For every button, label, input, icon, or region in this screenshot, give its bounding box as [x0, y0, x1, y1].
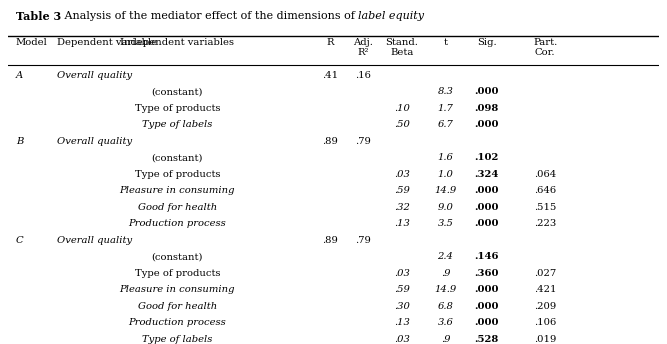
- Text: .41: .41: [322, 71, 338, 79]
- Text: Independent variables: Independent variables: [120, 38, 234, 47]
- Text: .324: .324: [474, 170, 499, 179]
- Text: Overall quality: Overall quality: [57, 137, 132, 146]
- Text: .000: .000: [474, 302, 499, 311]
- Text: Analysis of the mediator effect of the dimensions of: Analysis of the mediator effect of the d…: [61, 11, 358, 21]
- Text: R: R: [326, 38, 334, 47]
- Text: 9.0: 9.0: [438, 203, 454, 212]
- Text: .223: .223: [534, 219, 556, 228]
- Text: Type of products: Type of products: [135, 269, 220, 278]
- Text: .03: .03: [394, 170, 410, 179]
- Text: .000: .000: [474, 87, 499, 96]
- Text: .59: .59: [394, 285, 410, 294]
- Text: 8.3: 8.3: [438, 87, 454, 96]
- Text: 14.9: 14.9: [434, 186, 457, 195]
- Text: Model: Model: [16, 38, 47, 47]
- Text: Pleasure in consuming: Pleasure in consuming: [119, 285, 235, 294]
- Text: .13: .13: [394, 219, 410, 228]
- Text: .10: .10: [394, 104, 410, 112]
- Text: .000: .000: [474, 186, 499, 195]
- Text: .360: .360: [474, 269, 499, 278]
- Text: Adj.
R²: Adj. R²: [353, 38, 373, 57]
- Text: Good for health: Good for health: [137, 302, 217, 311]
- Text: Type of products: Type of products: [135, 104, 220, 112]
- Text: .515: .515: [534, 203, 556, 212]
- Text: .019: .019: [534, 335, 556, 344]
- Text: (constant): (constant): [151, 153, 203, 162]
- Text: .106: .106: [534, 318, 556, 327]
- Text: 2.4: 2.4: [438, 252, 454, 261]
- Text: .9: .9: [441, 335, 450, 344]
- Text: .102: .102: [474, 153, 499, 162]
- Text: B: B: [16, 137, 23, 146]
- Text: Stand.
Beta: Stand. Beta: [386, 38, 418, 57]
- Text: .79: .79: [355, 137, 371, 146]
- Text: 6.8: 6.8: [438, 302, 454, 311]
- Text: Pleasure in consuming: Pleasure in consuming: [119, 186, 235, 195]
- Text: Sig.: Sig.: [477, 38, 496, 47]
- Text: .421: .421: [534, 285, 556, 294]
- Text: .646: .646: [534, 186, 556, 195]
- Text: Type of products: Type of products: [135, 170, 220, 179]
- Text: Type of labels: Type of labels: [142, 335, 213, 344]
- Text: .59: .59: [394, 186, 410, 195]
- Text: 14.9: 14.9: [434, 285, 457, 294]
- Text: Good for health: Good for health: [137, 203, 217, 212]
- Text: .79: .79: [355, 236, 371, 245]
- Text: .9: .9: [441, 269, 450, 278]
- Text: .064: .064: [534, 170, 556, 179]
- Text: .000: .000: [474, 285, 499, 294]
- Text: C: C: [16, 236, 23, 245]
- Text: (constant): (constant): [151, 252, 203, 261]
- Text: .027: .027: [534, 269, 556, 278]
- Text: t: t: [444, 38, 448, 47]
- Text: .528: .528: [474, 335, 499, 344]
- Text: (constant): (constant): [151, 87, 203, 96]
- Text: 3.5: 3.5: [438, 219, 454, 228]
- Text: .146: .146: [474, 252, 499, 261]
- Text: .000: .000: [474, 219, 499, 228]
- Text: Overall quality: Overall quality: [57, 71, 132, 79]
- Text: 1.0: 1.0: [438, 170, 454, 179]
- Text: .30: .30: [394, 302, 410, 311]
- Text: 3.6: 3.6: [438, 318, 454, 327]
- Text: A: A: [16, 71, 23, 79]
- Text: Dependent variable: Dependent variable: [57, 38, 157, 47]
- Text: .209: .209: [534, 302, 556, 311]
- Text: .89: .89: [322, 137, 338, 146]
- Text: .03: .03: [394, 335, 410, 344]
- Text: .03: .03: [394, 269, 410, 278]
- Text: 6.7: 6.7: [438, 120, 454, 129]
- Text: 1.6: 1.6: [438, 153, 454, 162]
- Text: .000: .000: [474, 120, 499, 129]
- Text: .50: .50: [394, 120, 410, 129]
- Text: label equity: label equity: [358, 11, 424, 21]
- Text: Part.
Cor.: Part. Cor.: [533, 38, 557, 57]
- Text: Overall quality: Overall quality: [57, 236, 132, 245]
- Text: Type of labels: Type of labels: [142, 120, 213, 129]
- Text: .13: .13: [394, 318, 410, 327]
- Text: .000: .000: [474, 203, 499, 212]
- Text: .89: .89: [322, 236, 338, 245]
- Text: .000: .000: [474, 318, 499, 327]
- Text: Table 3: Table 3: [16, 11, 61, 22]
- Text: .32: .32: [394, 203, 410, 212]
- Text: Production process: Production process: [128, 219, 226, 228]
- Text: Production process: Production process: [128, 318, 226, 327]
- Text: 1.7: 1.7: [438, 104, 454, 112]
- Text: .098: .098: [474, 104, 499, 112]
- Text: .16: .16: [355, 71, 371, 79]
